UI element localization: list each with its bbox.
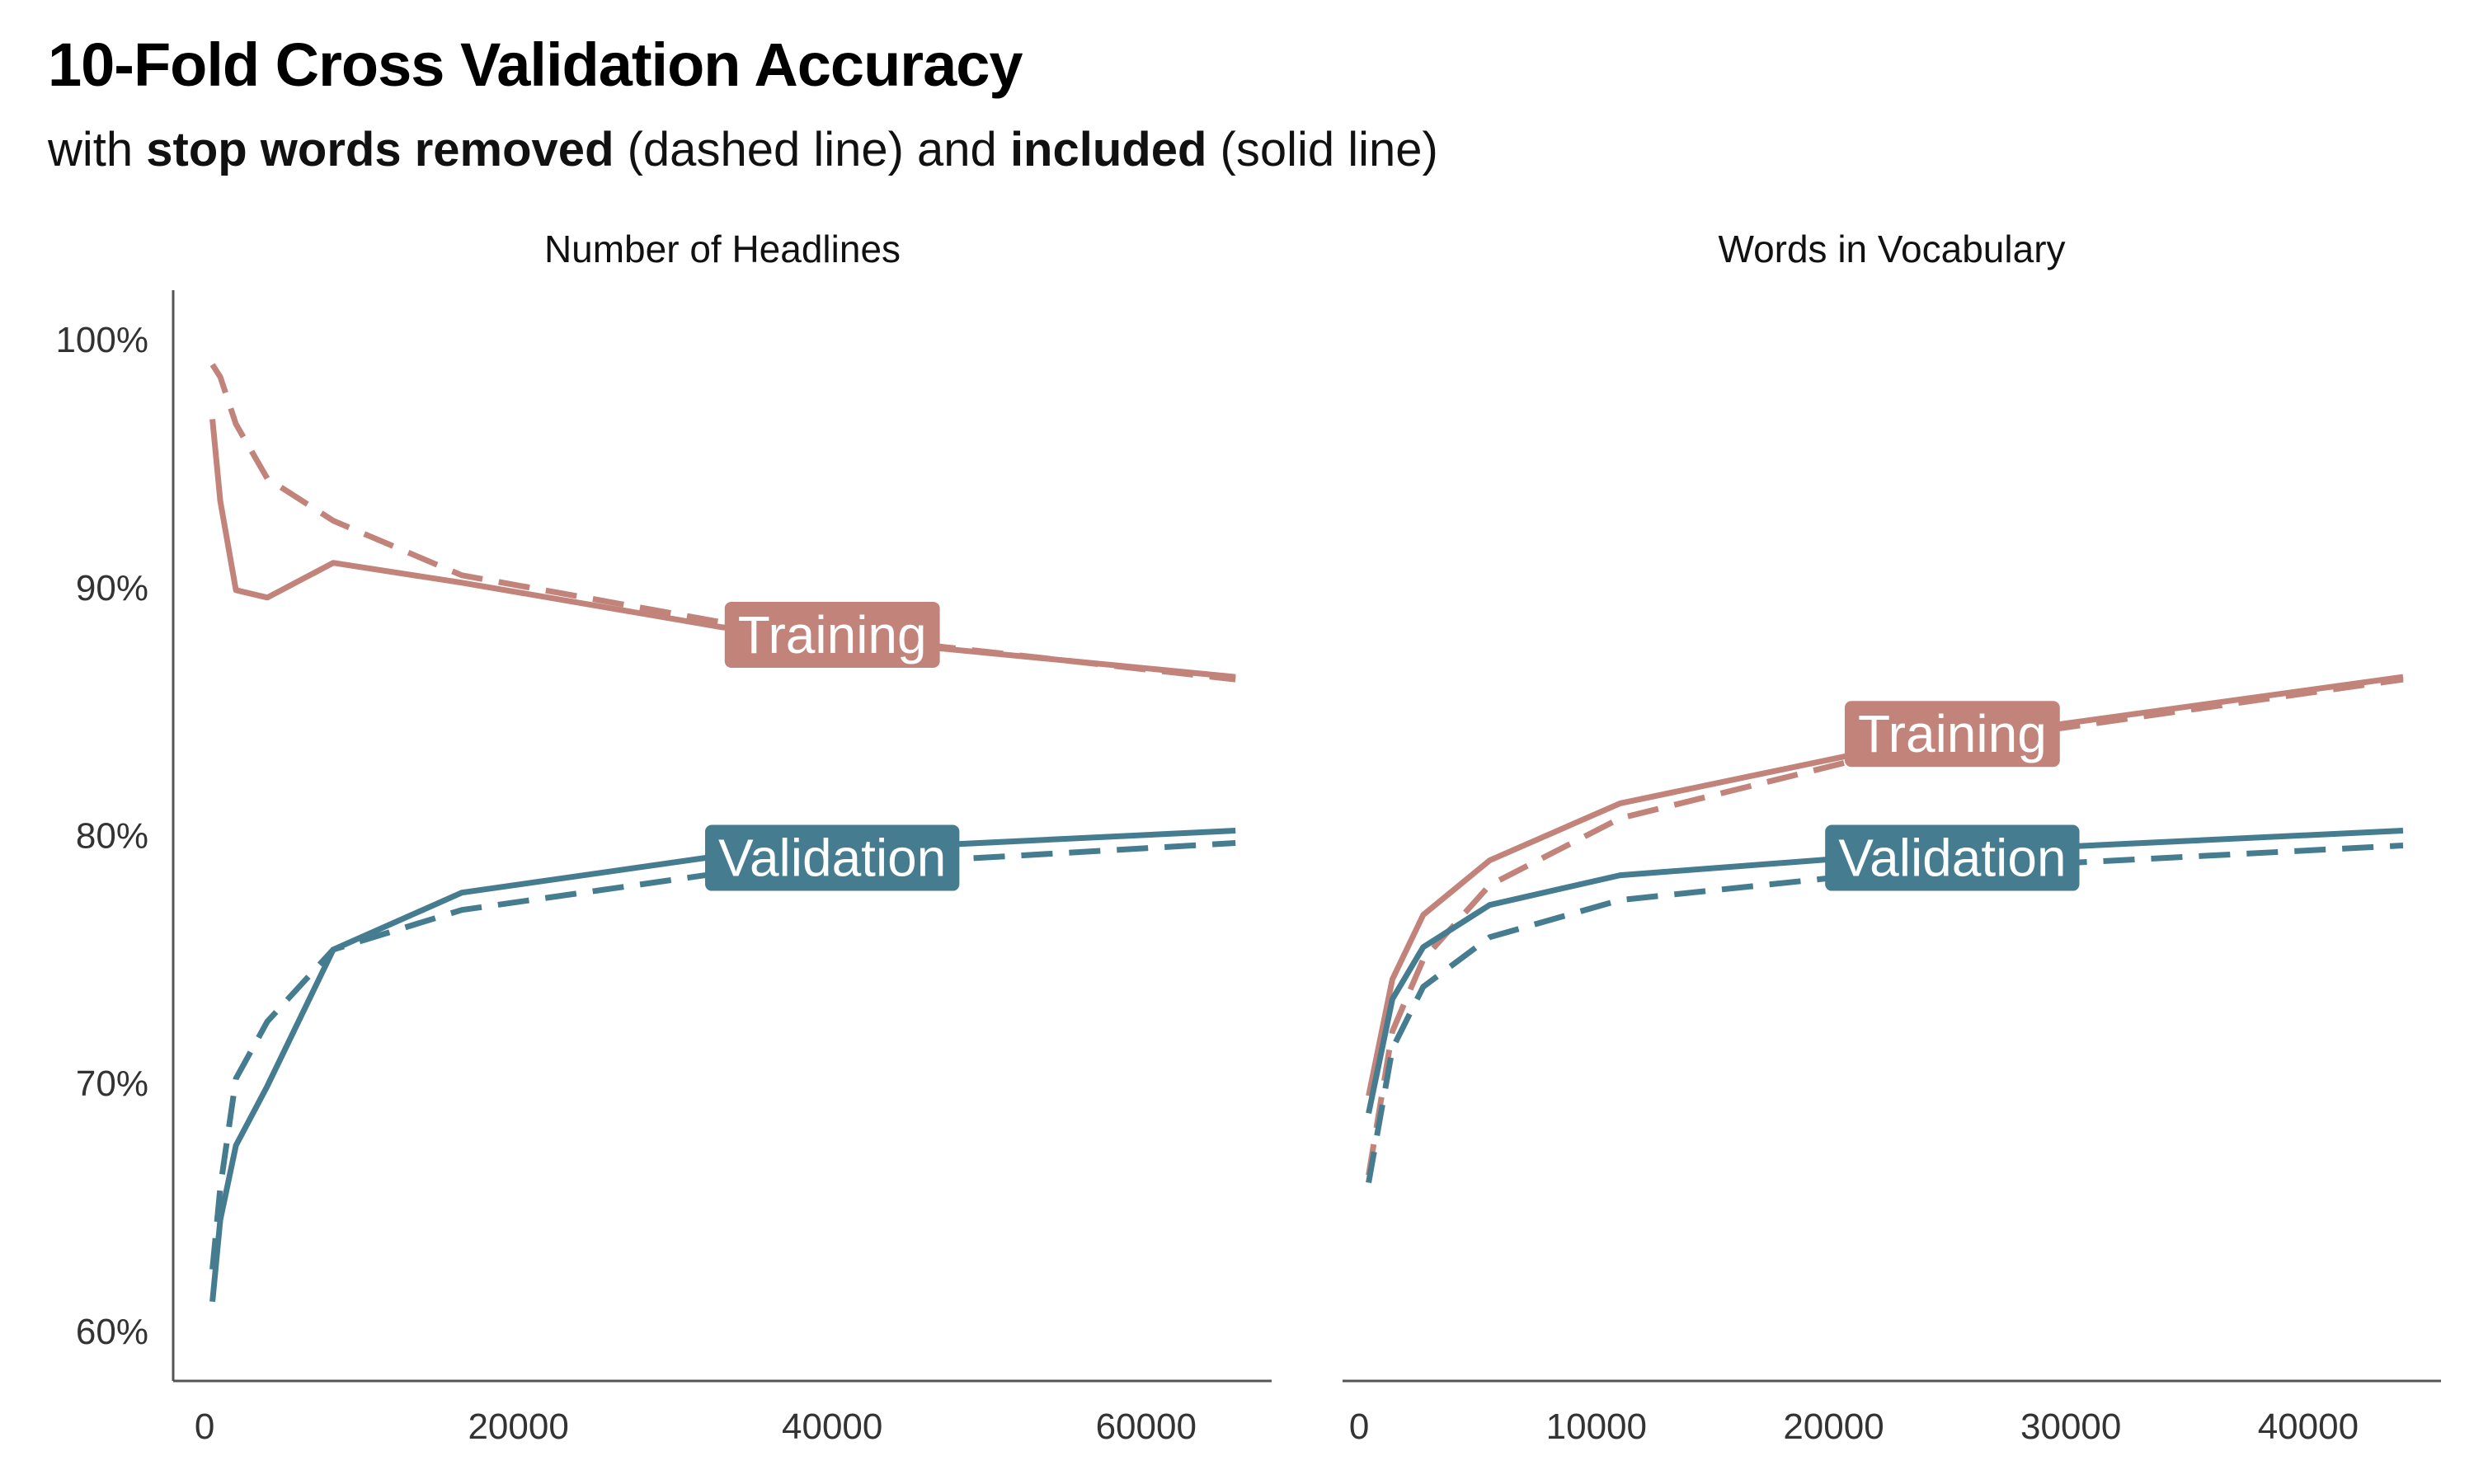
chart-title: 10-Fold Cross Validation Accuracy (48, 31, 1023, 99)
chart-subtitle: with stop words removed (dashed line) an… (48, 122, 1438, 177)
subtitle-suffix: (solid line) (1206, 123, 1438, 176)
y-tick-label: 80% (76, 816, 148, 857)
y-tick-label: 70% (76, 1064, 148, 1104)
validation-solid-line (209, 828, 1236, 1303)
label-text: Training (738, 605, 927, 665)
training-label: Training (724, 601, 940, 668)
training-solid-line (209, 419, 1236, 680)
label-text: Validation (718, 829, 946, 888)
facet-title: Number of Headlines (544, 228, 901, 270)
validation-label: Validation (1825, 824, 2080, 891)
subtitle-prefix: with (48, 123, 147, 176)
subtitle-bold-included: included (1009, 123, 1207, 176)
y-tick-label: 100% (55, 320, 148, 360)
y-tick-label: 90% (76, 568, 148, 608)
x-tick-label: 0 (1349, 1407, 1369, 1447)
x-tick-label: 60000 (1096, 1407, 1197, 1447)
training-dashed-line (209, 363, 1236, 683)
training-label: Training (1844, 701, 2060, 768)
label-text: Training (1858, 704, 2047, 763)
x-tick-label: 20000 (1783, 1407, 1884, 1447)
y-tick-label: 60% (76, 1312, 148, 1352)
label-box (1825, 824, 2080, 891)
x-tick-label: 40000 (2258, 1407, 2359, 1447)
x-tick-label: 20000 (468, 1407, 568, 1447)
x-tick-label: 10000 (1546, 1407, 1647, 1447)
label-box (1844, 701, 2060, 768)
x-tick-label: 40000 (782, 1407, 882, 1447)
facet-title: Words in Vocabulary (1718, 228, 2065, 270)
validation-dashed-line (209, 840, 1236, 1270)
label-box (705, 824, 960, 891)
label-text: Validation (1838, 829, 2066, 888)
x-tick-label: 30000 (2020, 1407, 2121, 1447)
x-tick-label: 0 (195, 1407, 214, 1447)
subtitle-bold-removed: stop words removed (146, 123, 614, 176)
label-box (724, 601, 940, 668)
validation-label: Validation (705, 824, 960, 891)
subtitle-middle: (dashed line) and (614, 123, 1010, 176)
